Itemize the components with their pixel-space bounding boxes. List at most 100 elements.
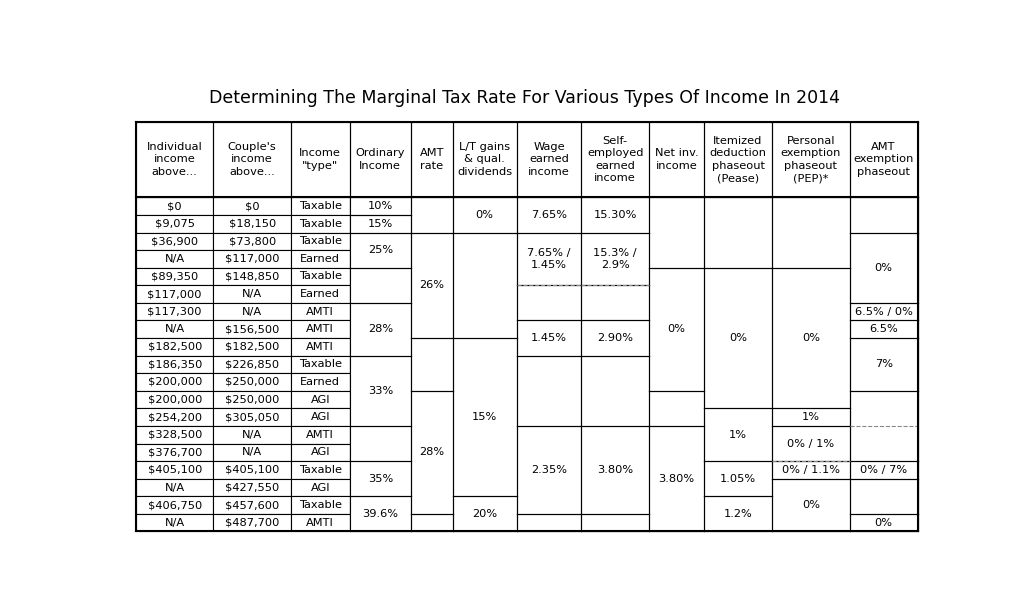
Bar — [850, 391, 918, 408]
Text: Taxable: Taxable — [299, 272, 342, 281]
Bar — [213, 338, 291, 356]
Text: $226,850: $226,850 — [225, 359, 280, 370]
Text: Wage
earned
income: Wage earned income — [528, 142, 570, 177]
Bar — [291, 461, 349, 479]
Bar — [213, 514, 291, 531]
Bar — [582, 321, 649, 356]
Bar — [850, 267, 918, 286]
Bar — [453, 443, 517, 461]
Bar — [453, 286, 517, 303]
Text: 1%: 1% — [729, 430, 748, 440]
Bar — [705, 461, 772, 479]
Bar — [850, 232, 918, 303]
Text: $427,550: $427,550 — [225, 483, 280, 492]
Bar — [349, 461, 411, 496]
Bar — [411, 303, 453, 321]
Bar — [411, 232, 453, 338]
Text: 15%: 15% — [368, 219, 393, 229]
Text: $182,500: $182,500 — [225, 342, 280, 352]
Bar — [705, 496, 772, 514]
Bar — [136, 338, 213, 356]
Bar — [411, 338, 453, 356]
Bar — [649, 426, 705, 531]
Bar — [136, 461, 213, 479]
Bar — [649, 479, 705, 496]
Bar — [582, 426, 649, 443]
Bar — [850, 232, 918, 250]
Text: 25%: 25% — [368, 245, 393, 255]
Bar — [349, 250, 411, 267]
Bar — [453, 122, 517, 197]
Bar — [850, 443, 918, 461]
Bar — [517, 321, 582, 356]
Bar — [582, 122, 649, 197]
Bar — [850, 122, 918, 197]
Bar — [349, 267, 411, 286]
Bar — [772, 461, 850, 479]
Bar — [517, 408, 582, 426]
Text: 39.6%: 39.6% — [362, 509, 398, 519]
Bar — [582, 496, 649, 514]
Bar — [291, 338, 349, 356]
Bar — [582, 250, 649, 267]
Bar — [291, 426, 349, 443]
Bar — [349, 496, 411, 531]
Bar — [517, 286, 582, 321]
Bar — [517, 232, 582, 286]
Bar — [291, 514, 349, 531]
Bar — [453, 250, 517, 267]
Bar — [136, 479, 213, 496]
Bar — [582, 267, 649, 286]
Bar — [453, 303, 517, 321]
Bar — [517, 122, 582, 197]
Text: 0%: 0% — [476, 210, 494, 220]
Text: $0: $0 — [167, 201, 182, 211]
Text: 15.3% /
2.9%: 15.3% / 2.9% — [593, 247, 637, 270]
Bar — [453, 461, 517, 479]
Bar — [850, 461, 918, 479]
Bar — [453, 321, 517, 338]
Bar — [772, 267, 850, 286]
Bar — [649, 321, 705, 338]
Bar — [411, 391, 453, 514]
Bar — [411, 426, 453, 443]
Bar — [582, 514, 649, 531]
Text: 0%: 0% — [874, 518, 893, 528]
Text: $148,850: $148,850 — [225, 272, 280, 281]
Bar — [772, 303, 850, 321]
Bar — [517, 215, 582, 232]
Text: 0%: 0% — [802, 500, 820, 510]
Bar — [850, 321, 918, 338]
Bar — [349, 338, 411, 356]
Bar — [582, 303, 649, 321]
Bar — [517, 232, 582, 250]
Bar — [213, 356, 291, 373]
Text: Individual
income
above...: Individual income above... — [146, 142, 203, 177]
Bar — [582, 338, 649, 356]
Bar — [850, 514, 918, 531]
Text: 0%: 0% — [668, 324, 686, 334]
Bar — [582, 197, 649, 232]
Text: 1.05%: 1.05% — [720, 474, 756, 484]
Bar — [349, 391, 411, 408]
Bar — [411, 479, 453, 496]
Bar — [291, 391, 349, 408]
Bar — [850, 373, 918, 391]
Bar — [772, 408, 850, 426]
Text: 7.65%: 7.65% — [531, 210, 567, 220]
Bar — [850, 250, 918, 267]
Bar — [772, 122, 850, 197]
Text: Determining The Marginal Tax Rate For Various Types Of Income In 2014: Determining The Marginal Tax Rate For Va… — [209, 89, 841, 107]
Text: $200,000: $200,000 — [147, 377, 202, 387]
Text: Taxable: Taxable — [299, 219, 342, 229]
Bar — [582, 215, 649, 232]
Bar — [453, 197, 517, 215]
Text: $117,000: $117,000 — [225, 254, 280, 264]
Text: 2.90%: 2.90% — [597, 333, 633, 343]
Bar — [582, 197, 649, 215]
Text: N/A: N/A — [165, 518, 184, 528]
Bar — [582, 373, 649, 391]
Bar — [136, 408, 213, 426]
Bar — [213, 496, 291, 514]
Bar — [411, 197, 453, 232]
